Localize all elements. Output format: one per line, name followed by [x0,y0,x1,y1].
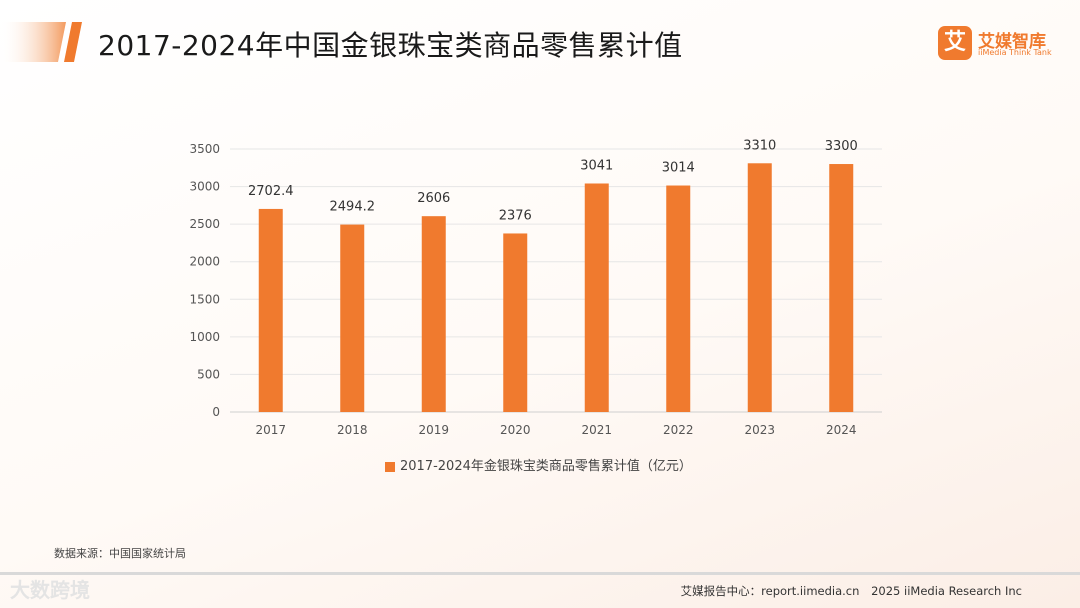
logo-name-cn: 艾媒智库 [978,32,1046,52]
bar [747,163,772,412]
y-tick-label: 2000 [189,255,220,269]
data-label: 2494.2 [330,200,376,215]
x-tick-label: 2024 [826,423,857,437]
page-title: 2017-2024年中国金银珠宝类商品零售累计值 [98,29,683,62]
iimedia-logo: 艾 艾媒智库 iiMedia Think Tank [938,26,1068,62]
y-tick-label: 0 [212,405,220,419]
footer-report-center: 艾媒报告中心：report.iimedia.cn [680,584,860,598]
x-tick-label: 2023 [744,423,775,437]
bar [258,208,283,412]
x-tick-label: 2021 [581,423,612,437]
chart-legend: 2017-2024年金银珠宝类商品零售累计值（亿元） [385,455,692,474]
data-label: 3014 [662,161,695,176]
logo-name-en: iiMedia Think Tank [978,48,1052,57]
y-tick-label: 2500 [189,217,220,231]
data-source: 数据来源：中国国家统计局 [54,547,186,560]
y-tick-label: 3500 [189,142,220,156]
bar [421,216,446,412]
bar [503,233,528,412]
bar [666,185,691,412]
footer: 艾媒报告中心：report.iimedia.cn 2025 iiMedia Re… [673,583,1022,599]
bar [829,164,854,412]
y-tick-label: 500 [197,367,220,381]
data-label: 3300 [825,139,858,154]
x-tick-label: 2020 [500,423,531,437]
logo-badge-icon: 艾 [938,26,972,60]
y-tick-label: 3000 [189,180,220,194]
data-label: 3310 [743,138,776,153]
bar [340,224,365,412]
legend-label: 2017-2024年金银珠宝类商品零售累计值（亿元） [400,459,692,474]
data-label: 3041 [580,158,613,173]
data-label: 2606 [417,191,450,206]
footer-copyright: 2025 iiMedia Research Inc [871,584,1022,598]
bar [584,183,609,412]
x-tick-label: 2022 [663,423,694,437]
title-decoration [0,22,82,62]
footer-divider [0,572,1080,575]
y-tick-label: 1500 [189,292,220,306]
x-tick-label: 2018 [337,423,368,437]
data-label: 2702.4 [248,184,294,199]
data-label: 2376 [499,208,532,223]
x-tick-label: 2019 [418,423,449,437]
legend-swatch [385,461,395,472]
y-tick-label: 1000 [189,330,220,344]
x-tick-label: 2017 [255,423,286,437]
watermark: 大数跨境 [10,578,90,602]
